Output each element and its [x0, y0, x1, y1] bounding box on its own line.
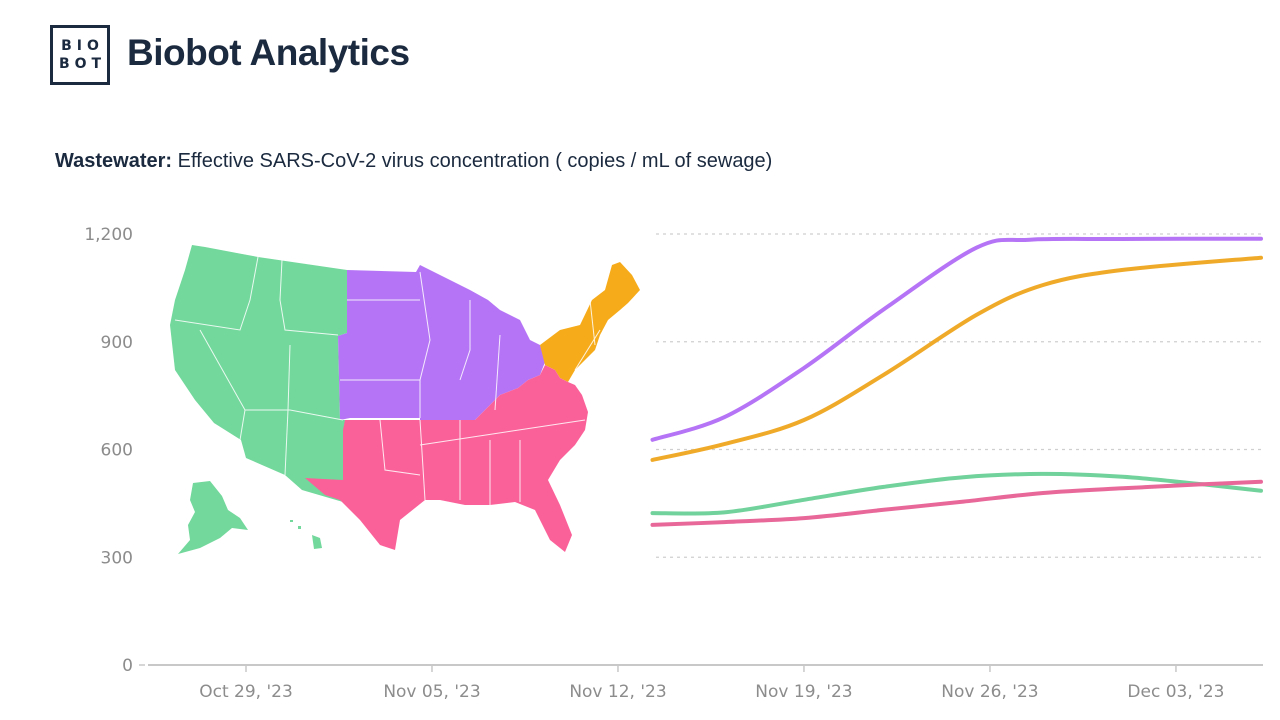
- x-tick-label: Nov 19, '23: [755, 682, 852, 702]
- y-tick-label: 300: [101, 548, 133, 568]
- x-tick-label: Nov 05, '23: [383, 682, 480, 702]
- logo-line-1: BIO: [61, 38, 104, 54]
- map-region-northeast: [540, 262, 640, 382]
- y-tick-label: 900: [101, 333, 133, 353]
- gridlines: [656, 233, 1263, 558]
- axes: 0 300 600 900 1,200 Oct 29, '23 Nov 05, '23 Nov…: [84, 225, 1263, 702]
- y-tick-label: 600: [101, 441, 133, 461]
- map-region-south: [305, 365, 588, 552]
- map-alaska: [178, 481, 248, 554]
- brand-name: Biobot Analytics: [127, 32, 410, 73]
- series-line-west: [650, 471, 1263, 516]
- series-line-northeast: [650, 255, 1263, 462]
- x-tick-label: Dec 03, '23: [1127, 682, 1224, 702]
- series-lines: [650, 236, 1263, 527]
- map-hawaii: [290, 520, 322, 549]
- biobot-logo: BIO BOT: [50, 25, 110, 85]
- us-region-map: [170, 245, 640, 554]
- series-line-midwest: [650, 236, 1263, 442]
- logo-line-2: BOT: [58, 56, 107, 72]
- y-tick-label: 1,200: [84, 225, 133, 245]
- map-region-midwest: [338, 265, 545, 420]
- chart-title: Wastewater: Effective SARS-CoV-2 virus c…: [55, 150, 772, 173]
- x-tick-label: Oct 29, '23: [199, 682, 293, 702]
- y-tick-label: 0: [122, 656, 133, 676]
- x-tick-label: Nov 12, '23: [569, 682, 666, 702]
- series-line-south: [650, 479, 1263, 527]
- chart-title-bold: Wastewater:: [55, 150, 173, 172]
- x-tick-label: Nov 26, '23: [941, 682, 1038, 702]
- chart-title-rest: Effective SARS-CoV-2 virus concentration…: [172, 150, 773, 172]
- map-region-west: [170, 245, 347, 502]
- state-borders: [174, 256, 601, 505]
